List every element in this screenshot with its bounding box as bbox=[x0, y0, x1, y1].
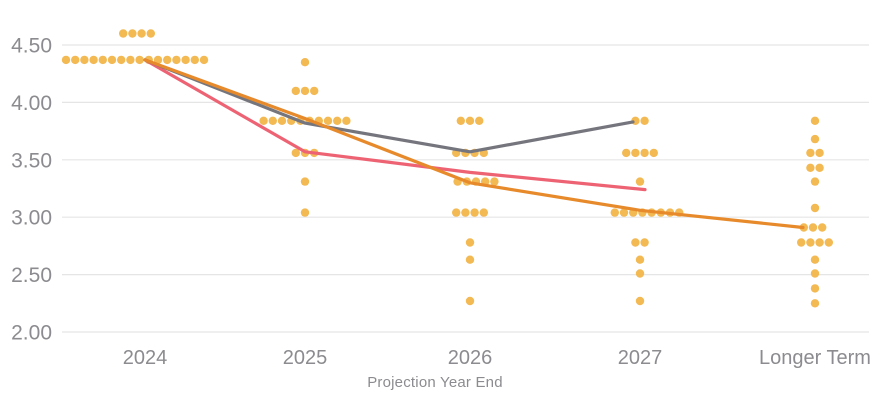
projection-dot bbox=[475, 116, 484, 126]
projection-dot bbox=[470, 208, 479, 217]
projection-dot bbox=[479, 208, 488, 217]
projection-dot bbox=[199, 55, 209, 65]
projection-dot bbox=[806, 238, 815, 247]
projection-dot bbox=[815, 163, 824, 172]
x-tick-label-2024: 2024 bbox=[123, 347, 168, 369]
projection-dot bbox=[342, 116, 351, 126]
projection-dot bbox=[137, 29, 146, 38]
projection-dot bbox=[815, 148, 824, 158]
projection-dot bbox=[452, 208, 461, 217]
projection-dot bbox=[61, 55, 71, 65]
dot-cluster-2025 bbox=[259, 58, 351, 217]
x-tick-label-longer-term: Longer Term bbox=[759, 347, 870, 369]
projection-dot bbox=[635, 296, 645, 306]
projection-dot bbox=[190, 55, 199, 65]
projection-dot bbox=[810, 134, 820, 144]
projection-dot bbox=[268, 116, 277, 126]
projection-dot bbox=[631, 238, 640, 247]
projection-dot bbox=[300, 177, 310, 186]
projection-dot bbox=[135, 55, 144, 65]
projection-dot bbox=[818, 223, 827, 232]
projection-dot bbox=[259, 116, 268, 126]
y-tick-label: 2.50 bbox=[11, 264, 52, 287]
projection-dot bbox=[824, 238, 833, 247]
projection-dot bbox=[461, 208, 470, 217]
projection-dot bbox=[107, 55, 117, 65]
projection-dot bbox=[126, 55, 135, 65]
projection-dot bbox=[640, 238, 649, 247]
projection-dot bbox=[98, 55, 108, 65]
projection-dot bbox=[806, 148, 815, 158]
projection-dot bbox=[810, 116, 820, 126]
projection-dot bbox=[810, 177, 820, 186]
projection-dot bbox=[815, 238, 824, 247]
y-tick-label: 2.00 bbox=[11, 322, 52, 345]
projection-dot bbox=[181, 55, 190, 65]
projection-dot bbox=[640, 116, 649, 126]
dot-cluster-2026 bbox=[452, 116, 499, 306]
y-tick-label: 3.00 bbox=[11, 207, 52, 230]
projection-dot bbox=[631, 148, 640, 158]
projection-dot bbox=[300, 208, 310, 217]
projection-dot bbox=[323, 116, 333, 126]
dot-cluster-longer-term bbox=[797, 116, 833, 308]
projection-dot bbox=[635, 269, 645, 278]
projection-dot bbox=[128, 29, 137, 38]
projection-dot bbox=[622, 148, 631, 158]
projection-dot bbox=[146, 29, 155, 38]
projection-dot bbox=[119, 29, 128, 38]
projection-dot bbox=[635, 177, 645, 186]
projection-dot bbox=[806, 163, 815, 172]
projection-dot bbox=[80, 55, 89, 65]
x-tick-label-2027: 2027 bbox=[618, 347, 663, 369]
projection-dot bbox=[300, 58, 310, 67]
y-tick-label: 3.50 bbox=[11, 149, 52, 172]
x-tick-label-2026: 2026 bbox=[448, 347, 493, 369]
projection-dot bbox=[163, 55, 172, 65]
projection-dot bbox=[810, 269, 820, 278]
orange-path-line bbox=[143, 58, 805, 230]
projection-dot bbox=[333, 116, 342, 126]
projection-dot bbox=[89, 55, 98, 65]
projection-dot bbox=[291, 148, 300, 158]
projection-dot bbox=[619, 208, 629, 217]
projection-dot bbox=[465, 296, 475, 306]
dot-cluster-2024 bbox=[61, 29, 209, 65]
projection-dot bbox=[277, 116, 287, 126]
projection-dot bbox=[300, 86, 310, 96]
projection-dot bbox=[291, 86, 300, 96]
projection-dot bbox=[456, 116, 465, 126]
projection-dot bbox=[810, 299, 820, 308]
projection-dot bbox=[490, 177, 499, 186]
projection-dot bbox=[810, 255, 820, 264]
gray-path-line bbox=[143, 58, 635, 154]
projection-dot bbox=[465, 116, 475, 126]
projection-dot bbox=[635, 255, 645, 264]
projection-dot bbox=[797, 238, 806, 247]
projection-dot bbox=[465, 255, 475, 264]
x-tick-label-2025: 2025 bbox=[283, 347, 328, 369]
projection-dot bbox=[71, 55, 80, 65]
projection-dot bbox=[810, 284, 820, 293]
projection-dot bbox=[310, 86, 319, 96]
x-axis-title: Projection Year End bbox=[367, 374, 503, 391]
projection-dot bbox=[117, 55, 126, 65]
projection-dot bbox=[465, 238, 475, 247]
y-tick-label: 4.00 bbox=[11, 92, 52, 115]
projection-dot bbox=[810, 203, 820, 213]
y-tick-label: 4.50 bbox=[11, 35, 52, 58]
projection-dot bbox=[649, 148, 658, 158]
projection-dot bbox=[153, 55, 163, 65]
projection-dot bbox=[808, 223, 818, 232]
projection-dot bbox=[610, 208, 619, 217]
projection-dot bbox=[172, 55, 181, 65]
projection-dot bbox=[640, 148, 649, 158]
red-path-line bbox=[143, 58, 647, 192]
